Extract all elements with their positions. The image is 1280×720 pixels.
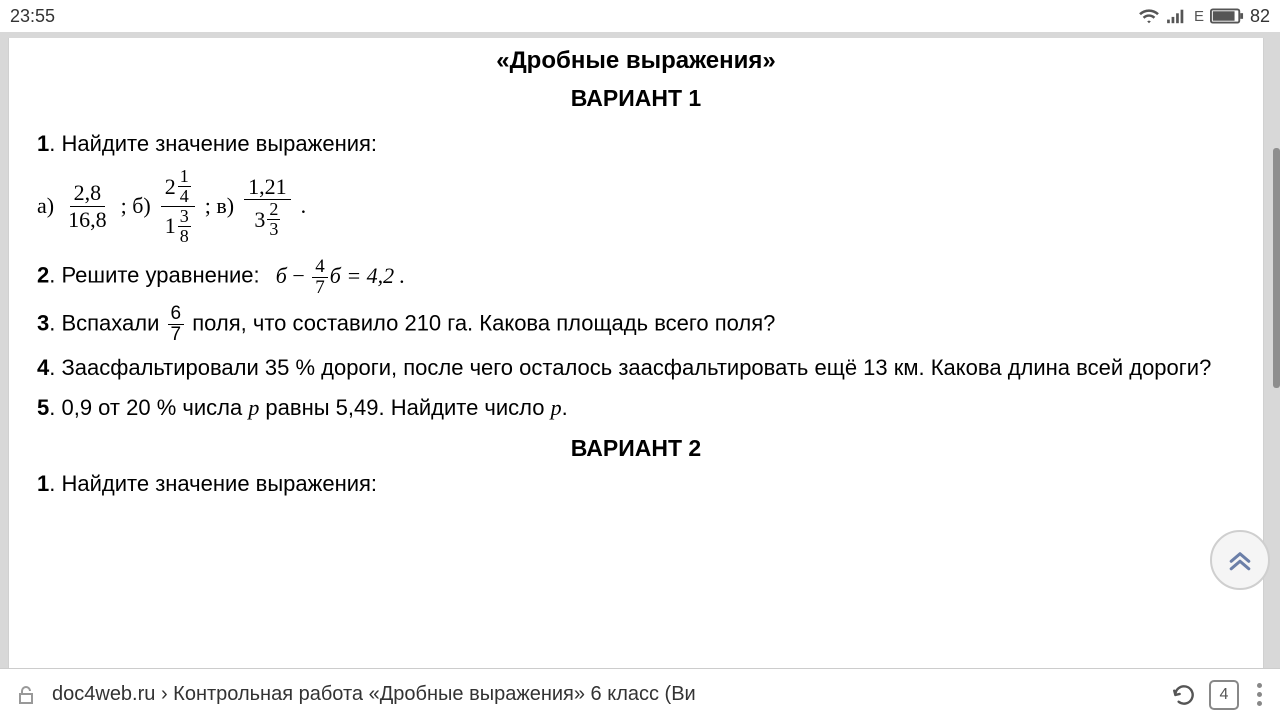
- chevron-up-double-icon: [1225, 545, 1255, 575]
- question-3: 3. Вспахали 67 поля, что составило 210 г…: [37, 304, 1235, 345]
- q3-post: поля, что составило 210 га. Какова площа…: [186, 311, 775, 336]
- vertical-scrollbar[interactable]: [1273, 38, 1280, 668]
- tab-count-label: 4: [1220, 686, 1229, 704]
- browser-bottom-bar: doc4web.ru › Контрольная работа «Дробные…: [0, 668, 1280, 720]
- signal-icon: [1166, 7, 1188, 25]
- status-icons: E 82: [1138, 6, 1270, 27]
- omnibox-text: doc4web.ru › Контрольная работа «Дробные…: [52, 683, 696, 705]
- q3-pre: . Вспахали: [49, 311, 165, 336]
- viewport: «Дробные выражения» ВАРИАНТ 1 1. Найдите…: [0, 32, 1280, 668]
- question-2: 2. Решите уравнение: б − 47б = 4,2 .: [37, 257, 1235, 298]
- network-type: E: [1194, 8, 1204, 25]
- q2-text: . Решите уравнение:: [49, 263, 259, 288]
- q4-text: . Заасфальтировали 35 % дороги, после че…: [49, 355, 1211, 380]
- q3-number: 3: [37, 311, 49, 336]
- q1-text: . Найдите значение выражения:: [49, 131, 377, 156]
- scroll-to-top-button[interactable]: [1210, 530, 1270, 590]
- dot-icon: [1257, 692, 1262, 697]
- q4-number: 4: [37, 355, 49, 380]
- q5-var2: p: [551, 395, 562, 420]
- q1-number: 1: [37, 131, 49, 156]
- q5-pre: . 0,9 от 20 % числа: [49, 395, 248, 420]
- reload-icon: [1171, 682, 1197, 708]
- q1c-fraction: 1,21 323: [244, 174, 291, 239]
- question-1-v2-cut: 1. Найдите значение выражения:: [37, 467, 1235, 501]
- menu-button[interactable]: [1251, 683, 1268, 706]
- q5-mid: равны 5,49. Найдите число: [259, 395, 550, 420]
- q1a-fraction: 2,8 16,8: [64, 180, 111, 232]
- q5-post: .: [562, 395, 568, 420]
- q3-fraction: 67: [168, 304, 185, 345]
- q1-expressions: а) 2,8 16,8 ; б) 214 138 ; в) 1,21 323: [37, 167, 1235, 246]
- battery-level: 82: [1250, 6, 1270, 27]
- scrollbar-thumb[interactable]: [1273, 148, 1280, 388]
- variant-1-heading: ВАРИАНТ 1: [37, 81, 1235, 117]
- question-5: 5. 0,9 от 20 % числа p равны 5,49. Найди…: [37, 391, 1235, 425]
- q2-equation: б − 47б = 4,2 .: [276, 263, 405, 288]
- dot-icon: [1257, 683, 1262, 688]
- dot-icon: [1257, 701, 1262, 706]
- wifi-icon: [1138, 7, 1160, 25]
- q1b-fraction: 214 138: [161, 167, 195, 246]
- q5-var1: p: [248, 395, 259, 420]
- q1-dot: .: [301, 189, 307, 223]
- reload-button[interactable]: [1171, 682, 1197, 708]
- status-bar: 23:55 E 82: [0, 0, 1280, 32]
- omnibox[interactable]: doc4web.ru › Контрольная работа «Дробные…: [52, 683, 1159, 706]
- unlock-icon: [14, 683, 38, 707]
- document-page: «Дробные выражения» ВАРИАНТ 1 1. Найдите…: [8, 38, 1264, 668]
- variant-2-heading: ВАРИАНТ 2: [37, 431, 1235, 467]
- tabs-button[interactable]: 4: [1209, 680, 1239, 710]
- sep-b: ; б): [121, 189, 151, 223]
- q1a-label: а): [37, 189, 54, 223]
- q2-number: 2: [37, 263, 49, 288]
- page-title: «Дробные выражения»: [37, 42, 1235, 79]
- q5-number: 5: [37, 395, 49, 420]
- question-1: 1. Найдите значение выражения:: [37, 127, 1235, 161]
- battery-icon: [1210, 7, 1244, 25]
- site-security-icon[interactable]: [12, 681, 40, 709]
- sep-v: ; в): [205, 189, 234, 223]
- question-4: 4. Заасфальтировали 35 % дороги, после ч…: [37, 351, 1235, 385]
- clock: 23:55: [10, 6, 55, 27]
